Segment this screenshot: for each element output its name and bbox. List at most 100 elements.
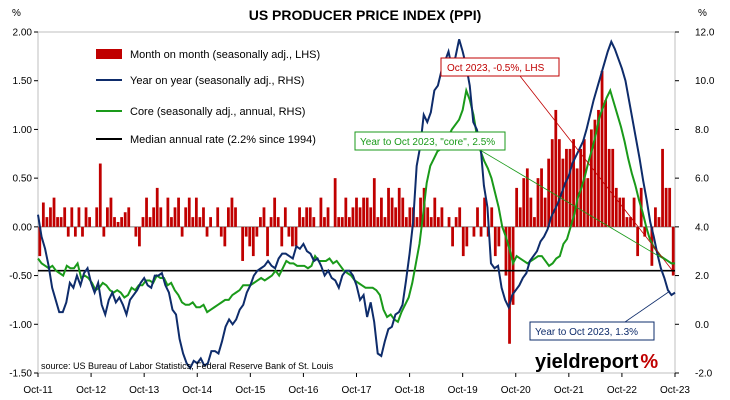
mom-bar bbox=[41, 202, 45, 227]
mom-bar bbox=[81, 226, 84, 237]
mom-bar bbox=[159, 207, 163, 227]
right-tick-label: 6.0 bbox=[695, 174, 709, 185]
mom-bar bbox=[589, 129, 593, 227]
mom-bar bbox=[618, 197, 622, 227]
mom-bar bbox=[287, 226, 291, 237]
mom-bar bbox=[73, 226, 77, 237]
mom-bar bbox=[305, 207, 309, 227]
mom-bar bbox=[493, 226, 497, 257]
right-tick-label: 8.0 bbox=[695, 125, 709, 136]
mom-bar bbox=[77, 207, 81, 227]
mom-bar bbox=[472, 226, 476, 237]
mom-bar bbox=[668, 187, 672, 227]
mom-bar bbox=[536, 178, 540, 227]
x-tick-label: Oct-21 bbox=[554, 385, 584, 396]
left-tick-label: 1.50 bbox=[13, 76, 33, 87]
mom-bar bbox=[561, 158, 565, 227]
mom-bar bbox=[244, 226, 248, 237]
mom-bar bbox=[59, 217, 63, 227]
x-tick-label: Oct-13 bbox=[129, 385, 159, 396]
mom-bar bbox=[70, 207, 74, 227]
mom-bar bbox=[351, 207, 355, 227]
mom-bar bbox=[671, 226, 675, 276]
legend-label-core: Core (seasonally adj., annual, RHS) bbox=[130, 106, 305, 118]
mom-bar bbox=[632, 197, 636, 227]
mom-bar bbox=[337, 217, 341, 227]
mom-bar bbox=[38, 226, 42, 257]
mom-bar bbox=[344, 197, 348, 227]
annotation-core: Year to Oct 2023, "core", 2.5% bbox=[354, 131, 673, 265]
mom-bar bbox=[540, 168, 543, 227]
mom-bar bbox=[426, 207, 430, 227]
mom-bar bbox=[497, 226, 501, 247]
mom-bar bbox=[102, 226, 106, 237]
annotation-mom: Oct 2023, -0.5%, LHS bbox=[440, 57, 673, 271]
mom-bar bbox=[622, 197, 625, 227]
chart-title: US PRODUCER PRICE INDEX (PPI) bbox=[249, 7, 482, 23]
annotation-yoy-leader bbox=[624, 290, 671, 323]
mom-bar bbox=[326, 207, 330, 227]
mom-bar bbox=[273, 197, 277, 227]
mom-bar bbox=[276, 217, 280, 227]
mom-bar bbox=[227, 207, 230, 227]
mom-bar bbox=[45, 217, 49, 227]
mom-bar bbox=[180, 226, 184, 237]
mom-bar bbox=[508, 226, 511, 344]
mom-bar bbox=[248, 226, 252, 247]
left-axis-unit: % bbox=[12, 8, 21, 19]
mom-bar bbox=[116, 221, 120, 227]
mom-bar bbox=[522, 178, 526, 227]
mom-bar bbox=[607, 148, 611, 227]
mom-bar bbox=[52, 197, 56, 227]
legend-label-median: Median annual rate (2.2% since 1994) bbox=[130, 134, 316, 146]
legend-swatch-mom bbox=[96, 49, 122, 59]
x-tick-label: Oct-22 bbox=[607, 385, 637, 396]
mom-bar bbox=[291, 226, 294, 247]
mom-bar bbox=[661, 148, 664, 227]
mom-bar bbox=[657, 217, 661, 227]
legend-label-mom: Month on month (seasonally adj., LHS) bbox=[130, 49, 320, 61]
mom-bar bbox=[202, 207, 205, 227]
right-axis: 12.0 10.0 8.0 6.0 4.0 2.0 0.0 -2.0 bbox=[675, 28, 715, 380]
mom-bar bbox=[611, 148, 615, 227]
mom-bar bbox=[184, 207, 188, 227]
left-tick-label: -0.50 bbox=[9, 271, 32, 282]
mom-bar bbox=[152, 207, 156, 227]
year-on-year-series-line bbox=[37, 39, 676, 371]
mom-bar bbox=[298, 207, 301, 227]
x-tick-label: Oct-11 bbox=[23, 385, 53, 396]
mom-bar bbox=[629, 217, 632, 227]
mom-bar bbox=[230, 197, 234, 227]
mom-bar bbox=[259, 217, 262, 227]
mom-bar bbox=[134, 226, 138, 237]
mom-bar bbox=[650, 226, 654, 266]
mom-bar bbox=[380, 197, 383, 227]
mom-bar bbox=[597, 109, 600, 227]
mom-bar bbox=[123, 212, 127, 227]
mom-bar bbox=[582, 139, 586, 227]
right-tick-label: 2.0 bbox=[695, 271, 709, 282]
mom-bar bbox=[177, 197, 180, 227]
annotation-yoy: Year to Oct 2023, 1.3% bbox=[529, 290, 671, 341]
legend-label-yoy: Year on year (seasonally adj., RHS) bbox=[130, 75, 304, 87]
mom-bar bbox=[458, 207, 462, 227]
core-series-line bbox=[37, 86, 675, 324]
mom-bar bbox=[173, 207, 177, 227]
legend: Month on month (seasonally adj., LHS) Ye… bbox=[96, 49, 320, 146]
left-tick-label: -1.00 bbox=[9, 320, 32, 331]
right-tick-label: 0.0 bbox=[695, 320, 709, 331]
mom-bar bbox=[166, 197, 170, 227]
mom-bar bbox=[266, 226, 269, 257]
mom-bar bbox=[358, 207, 362, 227]
right-axis-unit: % bbox=[698, 8, 707, 19]
mom-bar bbox=[451, 226, 454, 247]
mom-bar bbox=[148, 217, 152, 227]
mom-bar bbox=[625, 217, 629, 227]
mom-bar bbox=[547, 158, 551, 227]
mom-bar bbox=[419, 197, 422, 227]
mom-bar bbox=[269, 217, 273, 227]
mom-bar bbox=[568, 148, 572, 227]
mom-bar bbox=[191, 217, 195, 227]
mom-bar bbox=[109, 197, 113, 227]
mom-bar bbox=[323, 217, 326, 227]
